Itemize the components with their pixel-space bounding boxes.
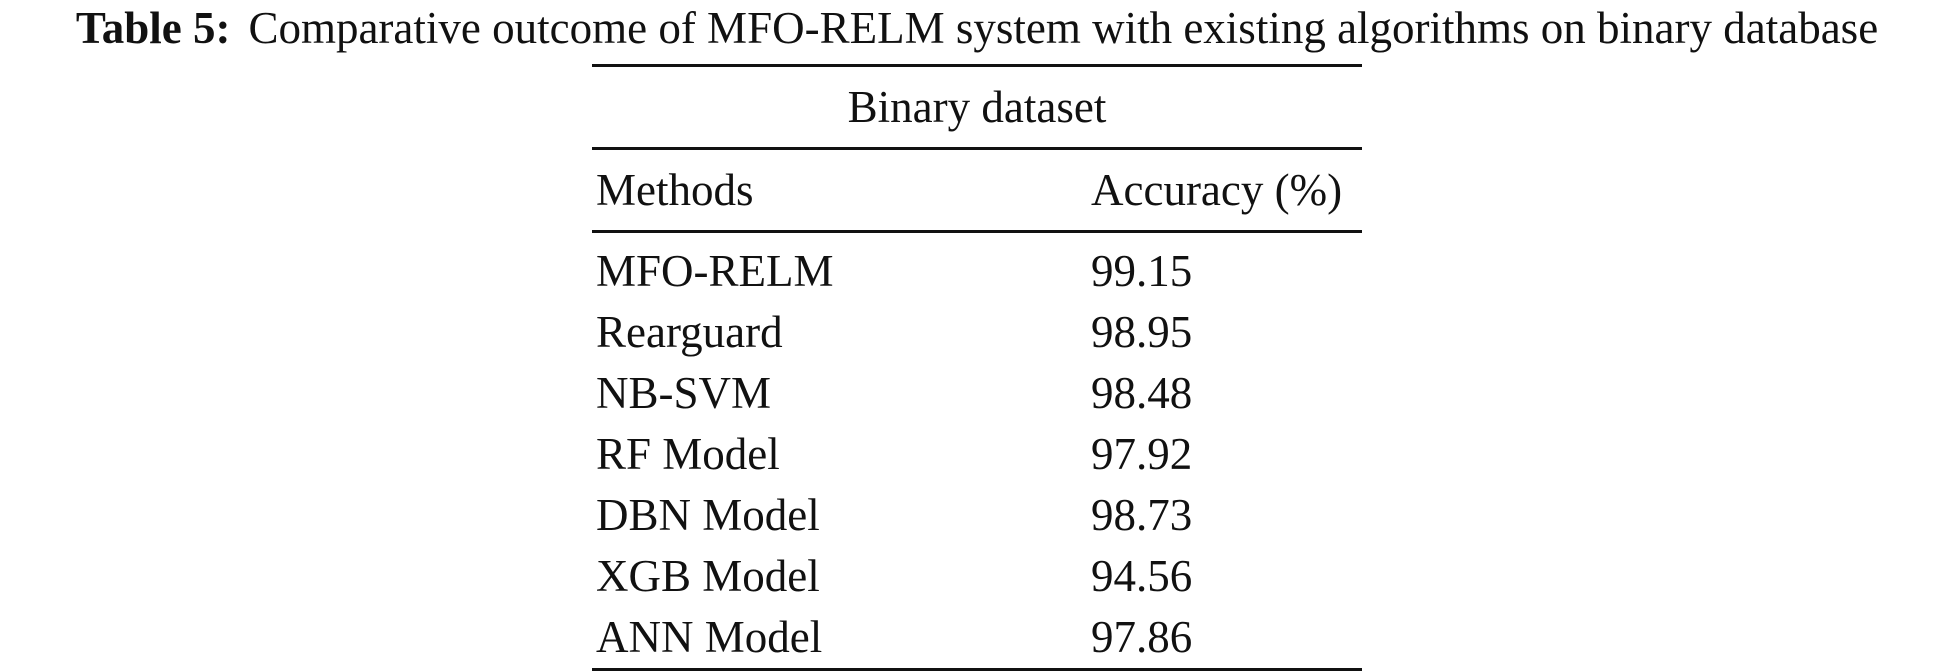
- method-cell: RF Model: [596, 429, 780, 479]
- results-table: Binary dataset Methods Accuracy (%) MFO-…: [592, 64, 1362, 671]
- table-caption-label: Table 5:: [75, 3, 231, 53]
- group-rule: [592, 147, 1362, 150]
- group-header: Binary dataset: [847, 82, 1107, 132]
- accuracy-cell: 98.95: [1091, 307, 1193, 357]
- table-row: ANN Model 97.86: [592, 607, 1362, 668]
- accuracy-cell: 99.15: [1091, 246, 1193, 296]
- column-header-methods: Methods: [596, 165, 754, 215]
- accuracy-cell: 97.86: [1091, 612, 1193, 662]
- header-rule: [592, 230, 1362, 233]
- method-cell: ANN Model: [596, 612, 823, 662]
- table-row: Rearguard 98.95: [592, 302, 1362, 363]
- table-caption: Table 5: Comparative outcome of MFO-RELM …: [0, 0, 1954, 56]
- method-cell: XGB Model: [596, 551, 820, 601]
- method-cell: NB-SVM: [596, 368, 772, 418]
- top-rule: [592, 64, 1362, 67]
- accuracy-cell: 94.56: [1091, 551, 1193, 601]
- table-row: RF Model 97.92: [592, 424, 1362, 485]
- table-row: XGB Model 94.56: [592, 546, 1362, 607]
- table-caption-text: Comparative outcome of MFO-RELM system w…: [248, 3, 1879, 53]
- table-row: MFO-RELM 99.15: [592, 241, 1362, 302]
- accuracy-cell: 98.48: [1091, 368, 1193, 418]
- method-cell: DBN Model: [596, 490, 820, 540]
- accuracy-cell: 98.73: [1091, 490, 1193, 540]
- method-cell: MFO-RELM: [596, 246, 834, 296]
- body-top-padding: [592, 233, 1362, 241]
- column-header-row: Methods Accuracy (%): [592, 150, 1362, 230]
- table-row: DBN Model 98.73: [592, 485, 1362, 546]
- table-row: NB-SVM 98.48: [592, 363, 1362, 424]
- accuracy-cell: 97.92: [1091, 429, 1193, 479]
- method-cell: Rearguard: [596, 307, 783, 357]
- column-header-accuracy: Accuracy (%): [1091, 165, 1343, 215]
